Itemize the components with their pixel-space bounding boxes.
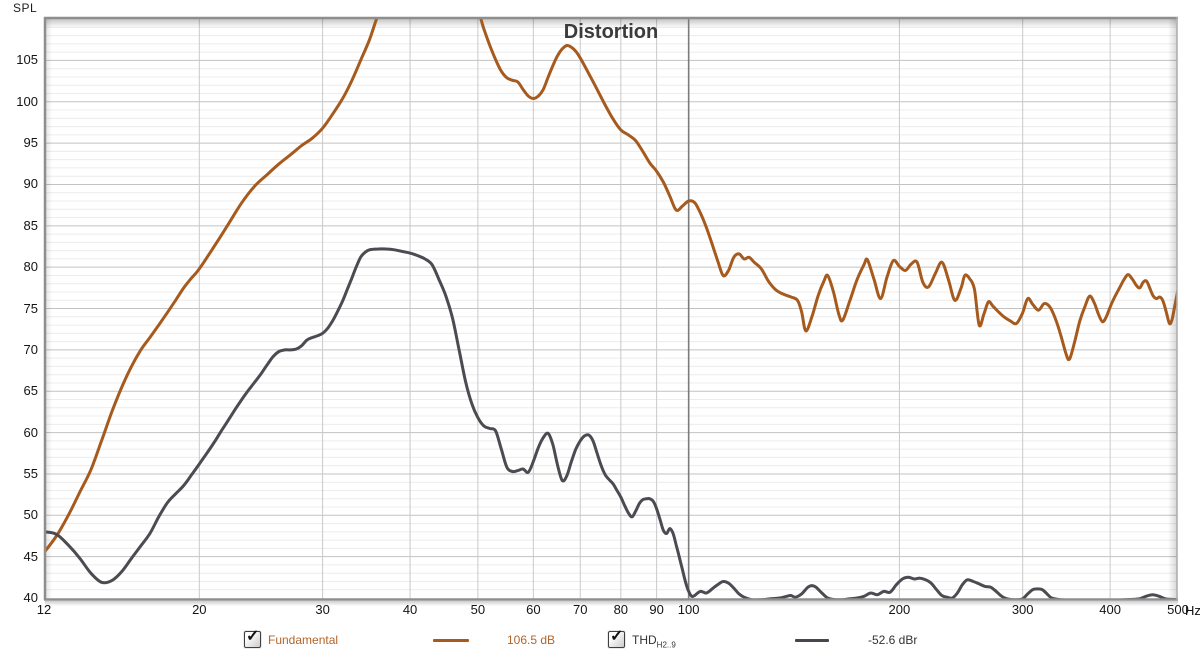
x-tick-label: 40: [402, 602, 418, 617]
y-tick-label: 50: [23, 507, 38, 523]
checkmark-icon: ✓: [610, 628, 624, 645]
fundamental-checkbox[interactable]: ✓: [244, 628, 261, 648]
thd-legend-label: THDH2..9: [632, 633, 676, 650]
x-tick-label: 30: [315, 602, 330, 617]
y-tick-label: 90: [23, 176, 38, 192]
y-tick-label: 95: [23, 135, 38, 151]
plot-inset-shadow: [45, 19, 1178, 606]
grid-lines: [46, 18, 1177, 599]
measurement-curves: [45, 17, 1177, 600]
y-tick-label: 75: [23, 300, 38, 316]
y-tick-label: 40: [23, 590, 38, 605]
fundamental-line-swatch: [433, 639, 469, 642]
x-tick-label: 20: [192, 602, 207, 617]
y-tick-label: 80: [23, 259, 38, 275]
thd-harmonics-subscript: H2..9: [656, 640, 676, 650]
y-tick-label: 65: [23, 383, 38, 399]
fundamental-curve: [45, 17, 1177, 554]
fundamental-level-value: 106.5 dB: [507, 633, 556, 647]
x-tick-label: 300: [1011, 602, 1034, 617]
x-tick-label: 12: [36, 602, 52, 617]
x-tick-label: 50: [470, 602, 486, 617]
y-axis-unit-label: SPL: [13, 1, 38, 15]
y-tick-label: 55: [23, 465, 38, 481]
x-tick-label: 500: [1167, 602, 1189, 617]
y-tick-label: 105: [16, 52, 38, 68]
x-tick-label: 80: [613, 602, 629, 617]
checkmark-icon: ✓: [246, 628, 260, 645]
fundamental-legend-label: Fundamental: [268, 633, 339, 647]
x-tick-label: 400: [1099, 602, 1121, 617]
x-tick-label: 60: [526, 602, 541, 617]
y-tick-label: 70: [23, 341, 38, 357]
thd-level-value: -52.6 dBr: [868, 633, 918, 647]
chart-title: Distortion: [563, 21, 659, 43]
thd-checkbox[interactable]: ✓: [608, 628, 625, 648]
plot-frame: [43, 16, 1178, 601]
y-tick-label: 100: [16, 93, 38, 109]
x-tick-label: 90: [649, 602, 664, 617]
thd-line-swatch: [795, 639, 829, 642]
y-tick-label: 60: [23, 424, 38, 440]
x-tick-label: 70: [572, 602, 588, 617]
y-tick-label: 45: [23, 548, 38, 564]
x-tick-label: 100: [677, 602, 700, 617]
x-tick-label: 200: [888, 602, 911, 617]
x-axis-unit-label: Hz: [1185, 603, 1200, 618]
thd-curve: [45, 247, 1177, 600]
y-tick-label: 85: [23, 217, 38, 233]
